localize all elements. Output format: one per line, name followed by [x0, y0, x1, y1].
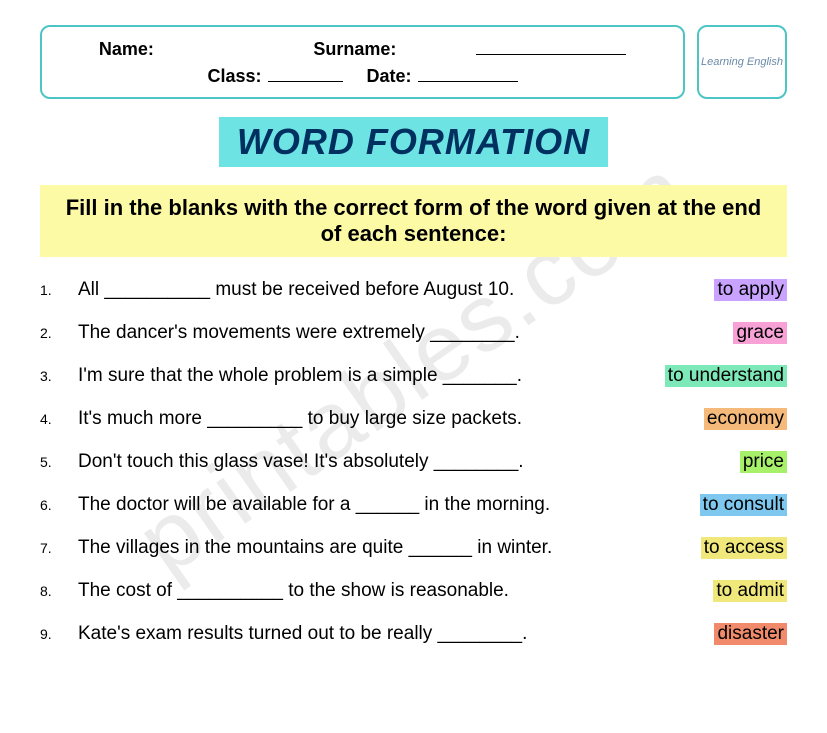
item-row: 5. Don't touch this glass vase! It's abso… [40, 451, 787, 473]
item-number: 3. [40, 368, 64, 384]
item-word: to consult [700, 494, 787, 516]
item-word: price [740, 451, 787, 473]
item-number: 7. [40, 540, 64, 556]
item-row: 4. It's much more _________ to buy large … [40, 408, 787, 430]
item-number: 9. [40, 626, 64, 642]
item-row: 1. All __________ must be received before… [40, 279, 787, 301]
item-sentence: Don't touch this glass vase! It's absolu… [78, 451, 726, 473]
item-row: 3. I'm sure that the whole problem is a s… [40, 365, 787, 387]
surname-blank[interactable] [476, 37, 626, 55]
worksheet-title: WORD FORMATION [40, 117, 787, 167]
item-sentence: The villages in the mountains are quite … [78, 537, 687, 559]
item-number: 6. [40, 497, 64, 513]
info-box: Name: Surname: Class: Date: [40, 25, 685, 99]
item-sentence: All __________ must be received before A… [78, 279, 700, 301]
item-number: 4. [40, 411, 64, 427]
instructions: Fill in the blanks with the correct form… [40, 185, 787, 257]
class-blank[interactable] [268, 64, 343, 82]
item-word: grace [733, 322, 787, 344]
item-sentence: The dancer's movements were extremely __… [78, 322, 719, 344]
item-sentence: I'm sure that the whole problem is a sim… [78, 365, 651, 387]
item-row: 8. The cost of __________ to the show is … [40, 580, 787, 602]
item-number: 5. [40, 454, 64, 470]
item-row: 7. The villages in the mountains are quit… [40, 537, 787, 559]
logo-box: Learning English [697, 25, 787, 99]
item-number: 8. [40, 583, 64, 599]
item-row: 9. Kate's exam results turned out to be r… [40, 623, 787, 645]
item-number: 1. [40, 282, 64, 298]
items-list: 1. All __________ must be received before… [40, 279, 787, 645]
date-blank[interactable] [418, 64, 518, 82]
item-word: economy [704, 408, 787, 430]
info-line-2: Class: Date: [62, 64, 663, 87]
item-word: to understand [665, 365, 787, 387]
surname-label: Surname: [313, 39, 396, 60]
class-label: Class: [207, 66, 261, 87]
header-row: Name: Surname: Class: Date: Learning Eng… [40, 25, 787, 99]
item-sentence: The cost of __________ to the show is re… [78, 580, 699, 602]
item-word: to apply [714, 279, 787, 301]
item-row: 2. The dancer's movements were extremely … [40, 322, 787, 344]
item-row: 6. The doctor will be available for a ___… [40, 494, 787, 516]
instructions-text: Fill in the blanks with the correct form… [66, 195, 762, 246]
item-sentence: Kate's exam results turned out to be rea… [78, 623, 700, 645]
item-number: 2. [40, 325, 64, 341]
item-sentence: The doctor will be available for a _____… [78, 494, 686, 516]
title-text: WORD FORMATION [219, 117, 608, 167]
item-word: to access [701, 537, 787, 559]
name-label: Name: [99, 39, 154, 60]
item-word: disaster [714, 623, 787, 645]
info-line-1: Name: Surname: [62, 37, 663, 60]
logo-text: Learning English [701, 56, 783, 68]
date-label: Date: [367, 66, 412, 87]
item-word: to admit [713, 580, 787, 602]
item-sentence: It's much more _________ to buy large si… [78, 408, 690, 430]
